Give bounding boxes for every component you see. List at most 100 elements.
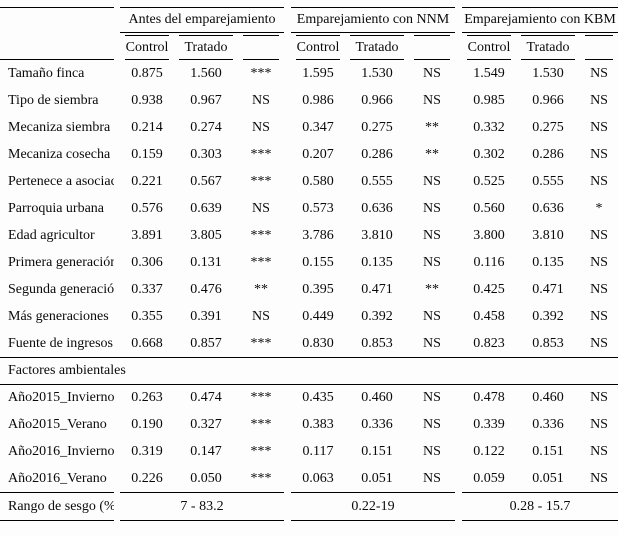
control-value: 0.063 (302, 470, 334, 486)
control-value: 0.190 (131, 417, 163, 432)
control-value: 0.117 (302, 444, 334, 459)
control-value: 0.986 (302, 93, 334, 108)
bias-range-kbm: 0.28 - 15.7 (462, 492, 618, 521)
control-value: 0.221 (131, 174, 163, 189)
control-value: 0.425 (473, 282, 505, 297)
significance-value: NS (423, 470, 441, 486)
row-label: Primera generación (8, 255, 114, 270)
significance-value: NS (252, 120, 270, 135)
control-value: 0.458 (473, 309, 505, 324)
column-spacer (455, 142, 462, 169)
control-value: 0.347 (302, 120, 334, 135)
row-label: Tipo de siembra (8, 93, 99, 108)
table-row: Pertenece a asociación 0.221 0.567 *** 0… (0, 169, 618, 196)
significance-value: *** (250, 147, 272, 162)
table-row: Año2016_Invierno 0.319 0.147 *** 0.117 0… (0, 439, 618, 466)
table-row: Tamaño finca 0.875 1.560 *** 1.595 1.530… (0, 61, 618, 88)
column-spacer (455, 88, 462, 115)
significance-value: NS (423, 201, 441, 216)
control-value: 0.155 (302, 255, 334, 270)
significance-value: *** (250, 228, 272, 243)
treated-value: 3.805 (190, 228, 222, 243)
treated-value: 1.530 (361, 66, 393, 81)
row-label: Fuente de ingresos (8, 335, 113, 351)
control-value: 0.830 (302, 335, 334, 351)
significance-value: NS (590, 444, 608, 459)
table-row: Año2015_Verano 0.190 0.327 *** 0.383 0.3… (0, 412, 618, 439)
significance-value: NS (590, 282, 608, 297)
treated-value: 0.967 (190, 93, 222, 108)
significance-value: *** (250, 470, 272, 486)
column-spacer (455, 331, 462, 358)
bias-range-antes: 7 - 83.2 (120, 492, 284, 521)
significance-value: NS (590, 174, 608, 189)
bias-range-nnm: 0.22-19 (291, 492, 456, 521)
significance-value: NS (423, 335, 441, 351)
treated-value: 0.391 (190, 309, 222, 324)
control-value: 0.668 (131, 335, 163, 351)
treated-value: 0.474 (190, 390, 222, 406)
control-value: 0.435 (302, 390, 334, 406)
table-row: Mecaniza siembra 0.214 0.274 NS 0.347 0.… (0, 115, 618, 142)
treated-value: 0.392 (532, 309, 564, 324)
control-value: 3.891 (131, 228, 163, 243)
control-value: 0.355 (131, 309, 163, 324)
column-spacer (455, 196, 462, 223)
treated-value: 0.286 (532, 147, 564, 162)
column-spacer (284, 196, 291, 223)
control-value: 0.122 (473, 444, 505, 459)
label-column-head (0, 7, 114, 33)
significance-value: *** (250, 174, 272, 189)
row-label: Año2016_Verano (8, 470, 107, 486)
control-value: 0.580 (302, 174, 334, 189)
treated-value: 0.853 (532, 335, 564, 351)
subheader-significance (238, 34, 284, 61)
row-label: Mecaniza siembra (8, 120, 111, 135)
significance-value: ** (425, 147, 439, 162)
significance-value: NS (423, 309, 441, 324)
treated-value: 0.460 (532, 390, 564, 406)
row-label: Edad agricultor (8, 228, 95, 243)
row-label: Parroquia urbana (8, 201, 105, 216)
treated-value: 0.275 (361, 120, 393, 135)
table-row: Fuente de ingresos 0.668 0.857 *** 0.830… (0, 331, 618, 358)
column-spacer (284, 493, 291, 521)
significance-value: NS (423, 93, 441, 108)
significance-value: NS (252, 201, 270, 216)
control-value: 0.560 (473, 201, 505, 216)
table-row: Año2015_Invierno 0.263 0.474 *** 0.435 0… (0, 385, 618, 412)
group-header-kbm: Emparejamiento con KBM (462, 7, 618, 33)
control-value: 3.786 (302, 228, 334, 243)
treated-value: 0.567 (190, 174, 222, 189)
treated-value: 0.051 (361, 470, 393, 486)
control-value: 0.478 (473, 390, 505, 406)
treated-value: 3.810 (532, 228, 564, 243)
control-value: 0.938 (131, 93, 163, 108)
significance-value: NS (423, 66, 441, 81)
group-header-antes: Antes del emparejamiento (120, 7, 284, 33)
column-spacer (455, 493, 462, 521)
treated-value: 0.639 (190, 201, 222, 216)
treated-value: 0.147 (190, 444, 222, 459)
section-body: Factores ambientales (0, 357, 618, 385)
column-spacer (455, 169, 462, 196)
treated-value: 1.530 (532, 66, 564, 81)
group-header-nnm: Emparejamiento con NNM (291, 7, 456, 33)
subheader-treated: Tratado (345, 34, 409, 61)
bias-range-row: Rango de sesgo (%) 7 - 83.2 0.22-19 0.28… (0, 492, 618, 521)
table-row: Año2016_Verano 0.226 0.050 *** 0.063 0.0… (0, 466, 618, 493)
column-spacer (284, 35, 291, 61)
significance-value: *** (250, 444, 272, 459)
control-value: 0.823 (473, 335, 505, 351)
control-value: 0.525 (473, 174, 505, 189)
treated-value: 3.810 (361, 228, 393, 243)
significance-value: ** (425, 282, 439, 297)
treated-value: 0.327 (190, 417, 222, 432)
significance-value: NS (590, 470, 608, 486)
significance-value: *** (250, 390, 272, 406)
control-value: 0.214 (131, 120, 163, 135)
subheader-row: Control Tratado Control Tratado Control … (0, 34, 618, 61)
control-value: 1.549 (473, 66, 505, 81)
significance-value: NS (590, 309, 608, 324)
significance-value: NS (590, 335, 608, 351)
